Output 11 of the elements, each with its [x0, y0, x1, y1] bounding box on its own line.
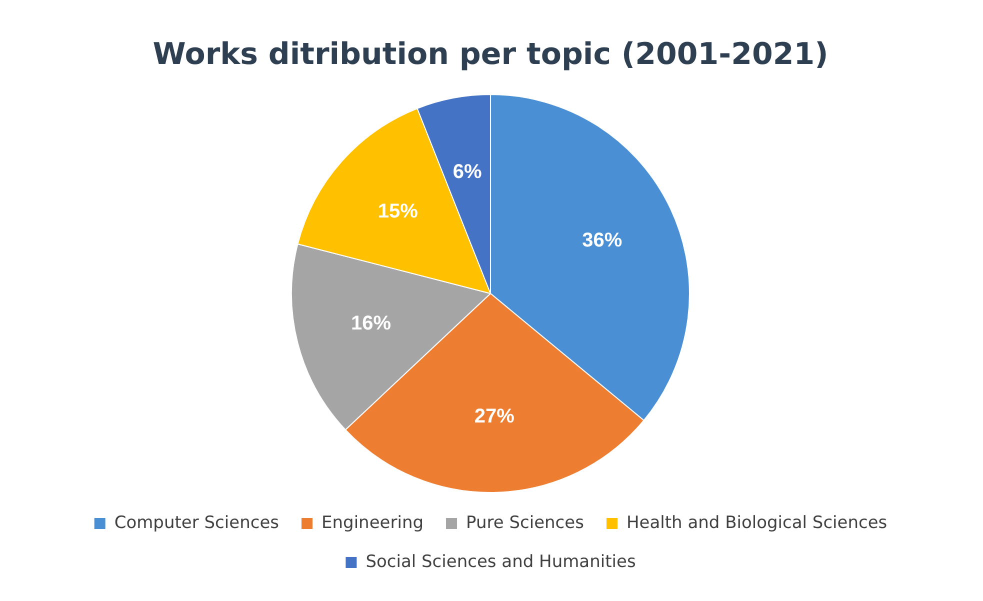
data-label: 27% — [474, 405, 515, 428]
legend-label: Health and Biological Sciences — [626, 512, 888, 533]
legend-label: Computer Sciences — [114, 512, 280, 533]
data-label: 36% — [582, 229, 622, 252]
legend-label: Engineering — [322, 512, 424, 533]
data-label: 15% — [378, 200, 418, 222]
data-label: 16% — [350, 312, 392, 335]
data-label: 6% — [452, 160, 482, 183]
legend-label: Pure Sciences — [466, 512, 584, 533]
legend-label: Social Sciences and Humanities — [366, 552, 636, 572]
chart-title: Works ditribution per topic (2001-2021) — [152, 36, 828, 72]
